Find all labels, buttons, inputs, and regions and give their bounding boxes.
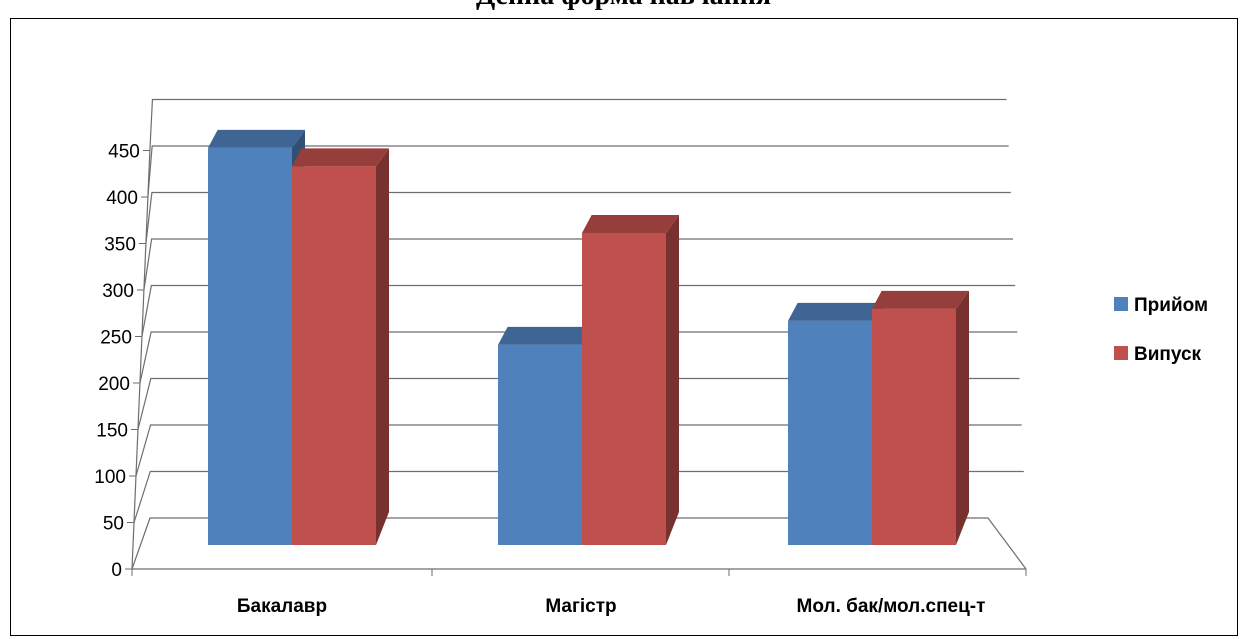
y-tick-label: 50: [103, 514, 124, 535]
y-tick-label: 150: [96, 421, 128, 442]
bar: [872, 308, 956, 545]
gridline: [141, 284, 1016, 337]
bar-top: [872, 290, 969, 309]
bar: [208, 147, 292, 545]
bar-side: [666, 214, 679, 545]
chart-title: Денна форма навчання: [0, 0, 1247, 12]
gridline: [149, 98, 1007, 151]
bar-top: [582, 214, 679, 233]
y-tick-label: 450: [108, 142, 140, 163]
bar-top: [788, 302, 885, 321]
legend-label: Випуск: [1134, 344, 1202, 365]
y-axis-line: [131, 150, 151, 570]
legend-swatch: [1114, 297, 1128, 311]
gridline: [137, 377, 1020, 430]
x-tick-label: Магістр: [545, 596, 616, 617]
gridline: [133, 470, 1024, 523]
bar-top: [498, 326, 595, 345]
y-tick-label: 350: [104, 235, 136, 256]
bar-side: [956, 290, 969, 545]
bar: [498, 344, 582, 545]
bar: [582, 232, 666, 545]
x-tick-label: Мол. бак/мол.спец-т: [797, 596, 986, 617]
y-tick-label: 300: [102, 281, 134, 302]
gridline: [147, 145, 1009, 198]
bar-side: [376, 148, 389, 545]
x-tick-label: Бакалавр: [237, 596, 327, 617]
bar-top: [208, 129, 305, 148]
y-tick-label: 0: [111, 560, 122, 581]
gridline: [143, 238, 1013, 291]
y-tick-label: 100: [94, 467, 126, 488]
bar: [292, 166, 376, 545]
y-tick-label: 200: [98, 374, 130, 395]
bar-top: [292, 148, 389, 167]
legend-label: Прийом: [1134, 295, 1208, 316]
y-tick-label: 400: [106, 188, 138, 209]
chart-frame: [10, 18, 1238, 636]
legend-swatch: [1114, 346, 1128, 360]
gridline: [139, 331, 1018, 384]
bar: [788, 320, 872, 545]
gridline: [145, 191, 1011, 244]
gridline: [135, 424, 1022, 477]
y-tick-label: 250: [100, 328, 132, 349]
